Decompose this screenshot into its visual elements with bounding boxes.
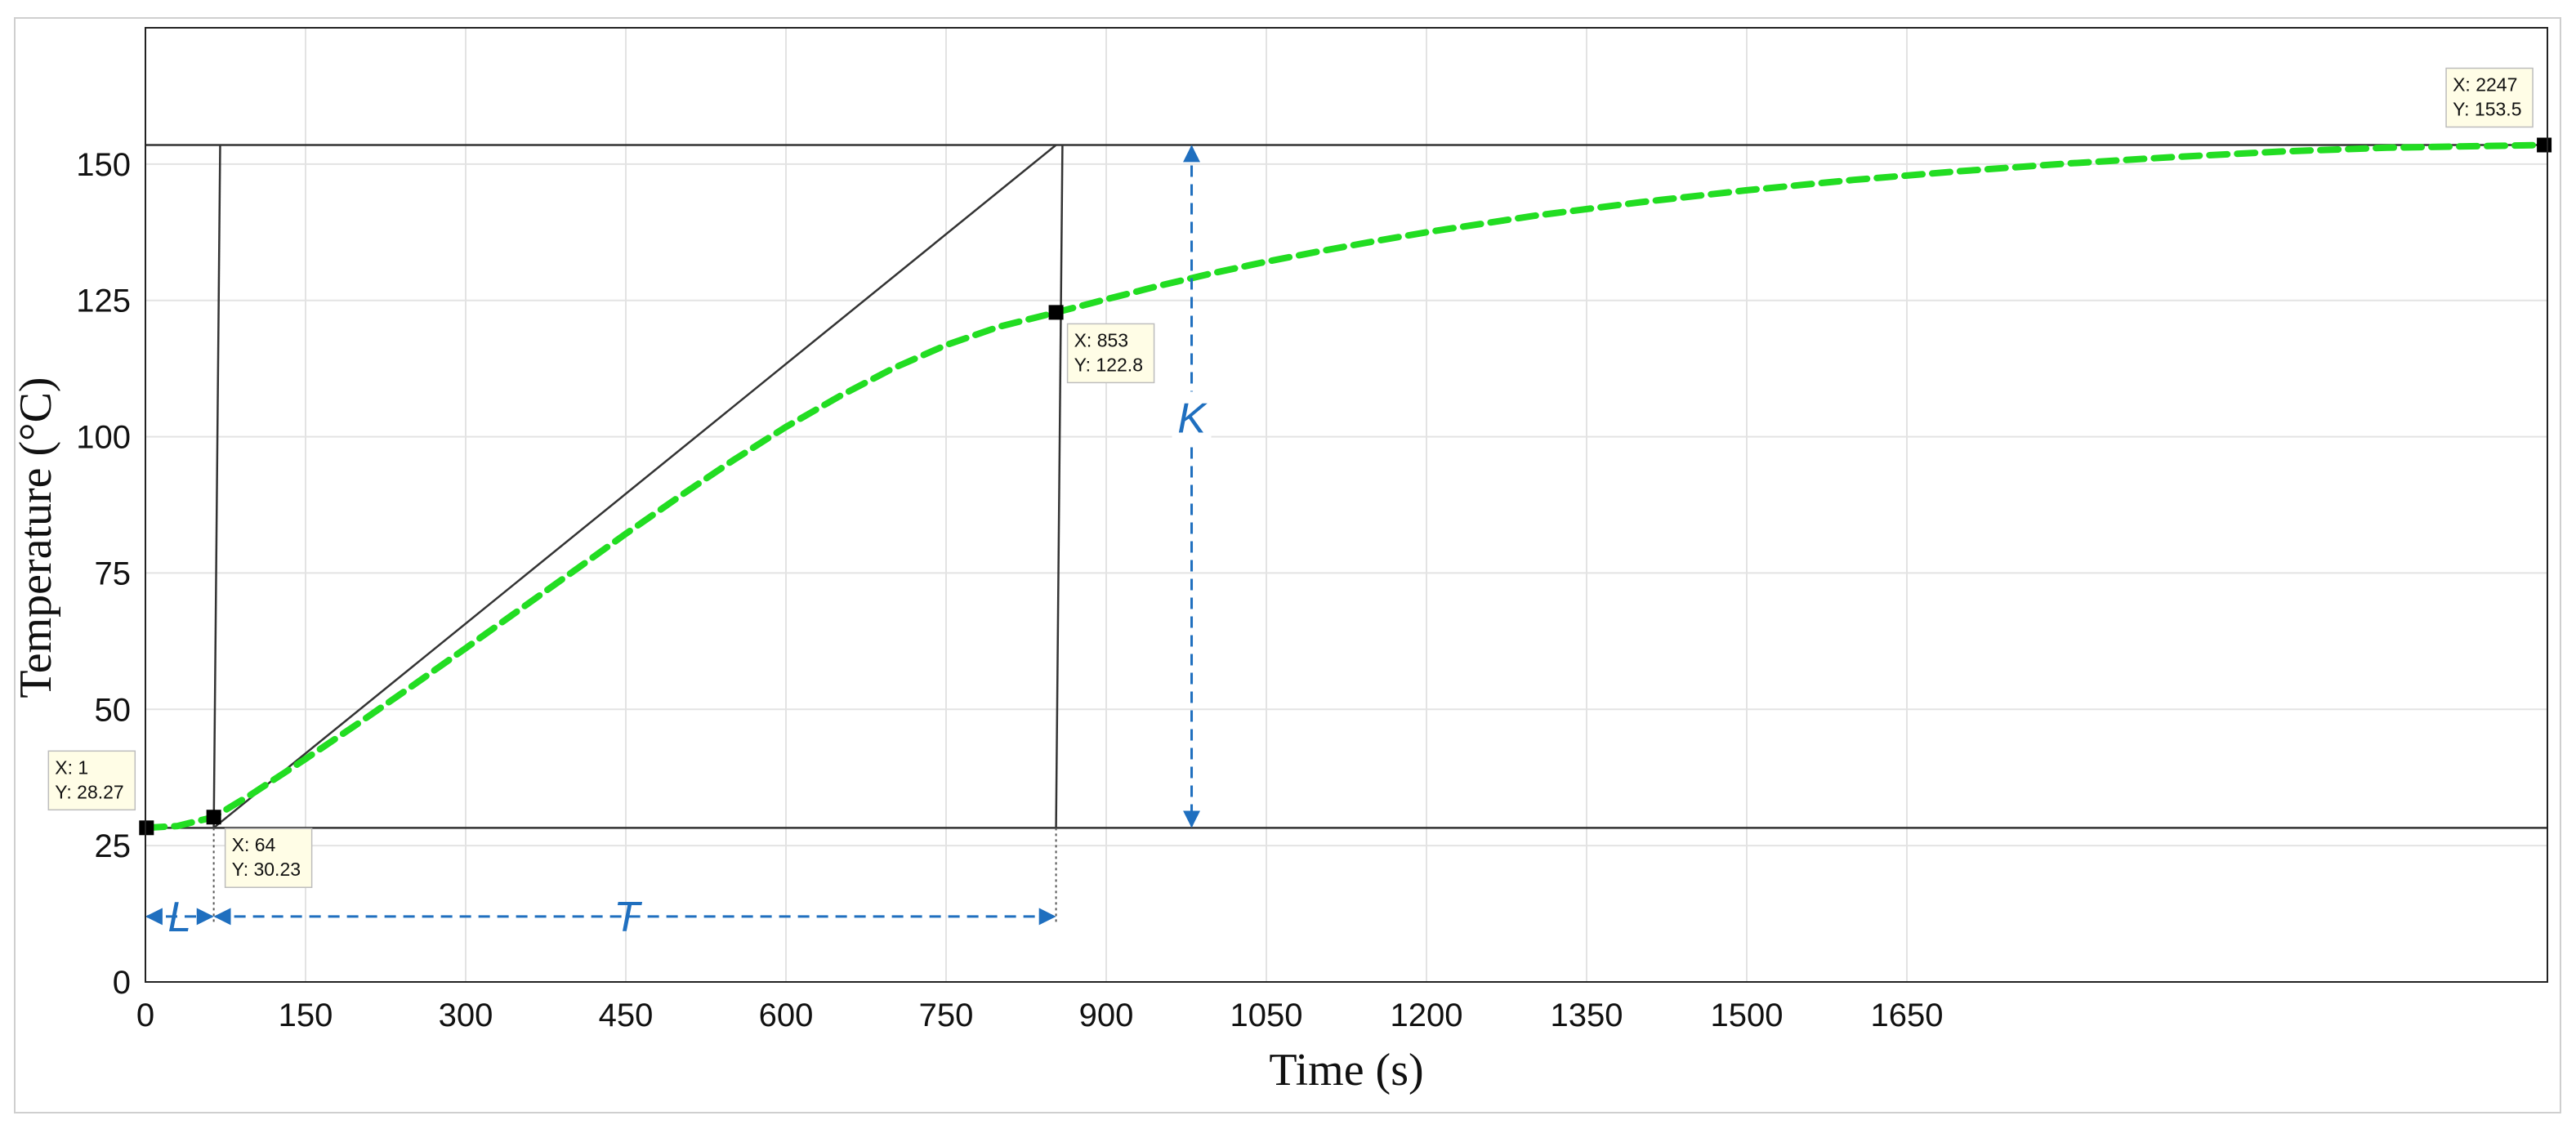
figure-border <box>14 17 2561 1113</box>
datatip-box <box>2445 67 2534 128</box>
y-tick-label: 150 <box>76 147 131 183</box>
x-tick-label: 300 <box>439 997 493 1033</box>
y-axis-title: Temperature (°C) <box>11 377 61 698</box>
x-tick-label: 0 <box>136 997 154 1033</box>
datatip-box <box>224 828 313 888</box>
datatip-x-value: X: 2247 <box>2453 74 2517 95</box>
annotation-label-K-bg <box>1172 391 1212 441</box>
datatip-x-value: X: 853 <box>1074 329 1129 350</box>
annotation-label-K: K <box>1177 395 1208 442</box>
datatip-marker <box>1048 305 1064 320</box>
annotations: L T K <box>145 145 1212 941</box>
x-tick-label: 600 <box>759 997 814 1033</box>
plot-area-frame <box>145 27 2548 983</box>
x-tick-label: 1500 <box>1711 997 1784 1033</box>
datatip-y-value: Y: 30.23 <box>232 859 301 880</box>
datatip-x-value: X: 64 <box>232 834 276 855</box>
x-tick-label: 150 <box>279 997 333 1033</box>
tick-labels: 0 150 300 450 600 750 900 1050 1200 1350 1500 1650 0… <box>76 147 1943 1033</box>
x-axis-title: Time (s) <box>1269 1045 1423 1096</box>
step-line-1 <box>212 145 221 828</box>
datatip-y-value: Y: 153.5 <box>2453 98 2521 119</box>
x-tick-label: 1050 <box>1230 997 1303 1033</box>
x-tick-label: 1350 <box>1551 997 1623 1033</box>
y-tick-label: 25 <box>95 828 132 864</box>
datatip-box <box>1066 323 1155 384</box>
x-tick-label: 750 <box>919 997 974 1033</box>
y-tick-label: 125 <box>76 283 131 319</box>
x-tick-label: 1200 <box>1391 997 1463 1033</box>
datatip-marker <box>139 820 154 836</box>
datatip-y-value: Y: 28.27 <box>55 781 123 802</box>
x-tick-label: 900 <box>1079 997 1134 1033</box>
datatip-box <box>47 750 136 811</box>
x-tick-label: 450 <box>599 997 654 1033</box>
annotation-label-L: L <box>167 894 191 941</box>
y-tick-label: 100 <box>76 420 131 456</box>
datatip-marker <box>2537 137 2552 153</box>
x-tick-label: 1650 <box>1871 997 1944 1033</box>
y-tick-label: 50 <box>95 692 132 728</box>
datatip-marker <box>206 810 221 825</box>
tangent-line <box>212 144 1057 829</box>
datatip-x-value: X: 1 <box>55 756 88 778</box>
annotation-label-T: T <box>614 894 642 941</box>
step-line-2 <box>1055 145 1064 828</box>
y-tick-label: 75 <box>95 556 132 591</box>
y-tick-label: 0 <box>113 965 131 1001</box>
grid-lines <box>145 28 2547 982</box>
measured-temperature-line <box>143 141 2548 832</box>
datatip-y-value: Y: 122.8 <box>1074 354 1143 375</box>
data-series <box>143 141 2548 832</box>
reference-lines <box>145 144 2547 923</box>
